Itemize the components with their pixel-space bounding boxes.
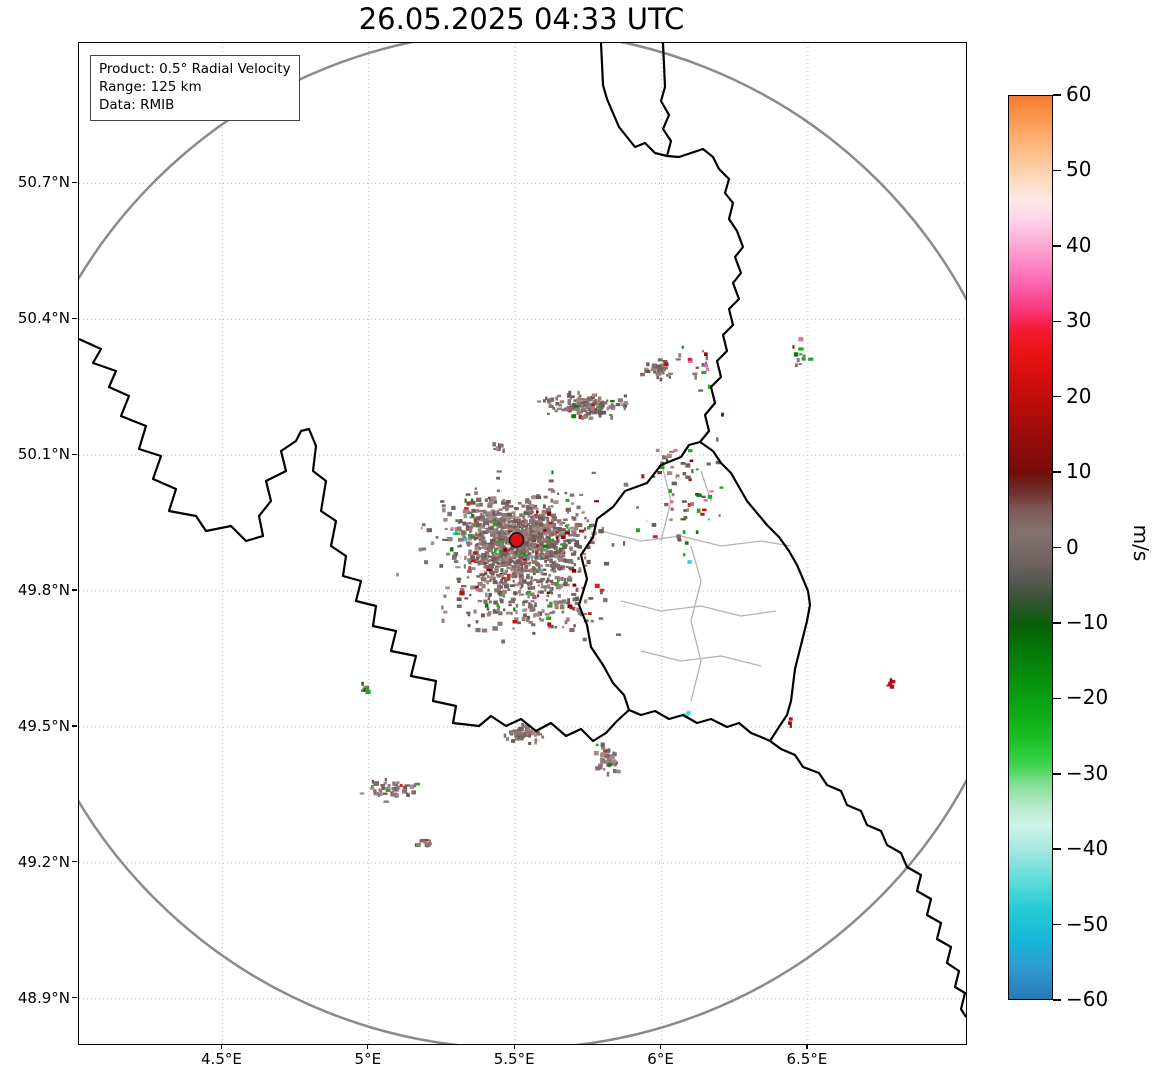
x-tick-label: 6°E (647, 1050, 674, 1068)
colorbar-tick-label: −10 (1066, 609, 1109, 634)
y-tick-label: 50.4°N (17, 309, 70, 328)
y-tick-label: 49.8°N (17, 581, 70, 600)
colorbar-tick-label: −60 (1066, 987, 1109, 1011)
y-tick-mark (72, 997, 77, 999)
country-border (628, 708, 771, 743)
radar-site-marker (508, 532, 525, 548)
y-tick-mark (72, 317, 77, 319)
x-tick-mark (659, 1044, 662, 1049)
country-border (769, 740, 966, 1018)
x-tick-mark (806, 1044, 808, 1049)
y-tick-label: 50.1°N (17, 445, 70, 464)
colorbar (1008, 95, 1053, 1000)
colorbar-tick-mark (1053, 245, 1061, 247)
country-border (666, 147, 745, 443)
colorbar-tick-mark (1053, 395, 1061, 398)
country-border (599, 43, 668, 158)
x-tick-mark (220, 1044, 223, 1049)
admin-border (600, 530, 792, 547)
y-tick-mark (72, 725, 77, 727)
colorbar-tick-mark (1053, 697, 1061, 700)
plot-title: 26.05.2025 04:33 UTC (358, 2, 685, 36)
colorbar-tick-label: 20 (1066, 383, 1092, 408)
y-tick-mark (72, 181, 77, 183)
info-box: Product: 0.5° Radial Velocity Range: 125… (90, 55, 300, 121)
colorbar-tick-label: 50 (1066, 157, 1092, 182)
y-tick-mark (72, 589, 77, 591)
map-canvas (79, 43, 966, 1044)
y-tick-mark (72, 861, 77, 863)
y-tick-mark (72, 453, 77, 455)
colorbar-tick-label: 10 (1066, 459, 1092, 484)
x-tick-mark (367, 1044, 369, 1049)
colorbar-tick-label: −50 (1066, 911, 1109, 936)
x-tick-label: 6.5°E (786, 1050, 828, 1068)
country-border (659, 43, 673, 157)
colorbar-tick-label: 30 (1066, 308, 1092, 333)
colorbar-tick-mark (1053, 773, 1061, 775)
info-data-source: Data: RMIB (99, 97, 175, 114)
x-tick-label: 5.5°E (493, 1050, 535, 1068)
x-tick-label: 4.5°E (201, 1050, 242, 1068)
y-tick-label: 50.7°N (17, 173, 70, 192)
colorbar-tick-label: 60 (1066, 82, 1092, 106)
colorbar-tick-label: −30 (1066, 760, 1109, 785)
colorbar-tick-mark (1053, 622, 1061, 624)
y-tick-label: 49.2°N (17, 852, 70, 871)
colorbar-tick-label: −20 (1066, 685, 1109, 710)
colorbar-tick-mark (1053, 320, 1061, 322)
colorbar-tick-mark (1053, 923, 1061, 926)
colorbar-tick-mark (1053, 546, 1061, 549)
map-plot: Product: 0.5° Radial Velocity Range: 125… (78, 42, 967, 1045)
country-border (577, 440, 701, 711)
info-range: Range: 125 km (99, 79, 202, 96)
colorbar-tick-label: 40 (1066, 232, 1092, 257)
y-tick-label: 48.9°N (17, 988, 70, 1007)
x-tick-mark (513, 1044, 515, 1049)
country-border (79, 337, 630, 743)
colorbar-tick-label: −40 (1066, 836, 1109, 861)
admin-border (620, 600, 777, 617)
admin-border (640, 650, 762, 667)
colorbar-tick-mark (1053, 471, 1061, 473)
x-tick-label: 5°E (354, 1050, 382, 1068)
admin-border (690, 545, 702, 702)
colorbar-tick-mark (1053, 169, 1061, 172)
colorbar-tick-mark (1053, 848, 1061, 850)
y-tick-label: 49.5°N (17, 716, 70, 735)
colorbar-tick-mark (1053, 999, 1061, 1001)
country-border (699, 441, 812, 742)
colorbar-tick-mark (1053, 94, 1061, 96)
info-product: Product: 0.5° Radial Velocity (99, 61, 291, 77)
colorbar-tick-label: 0 (1066, 534, 1079, 559)
colorbar-unit-label: m/s (1129, 524, 1153, 562)
